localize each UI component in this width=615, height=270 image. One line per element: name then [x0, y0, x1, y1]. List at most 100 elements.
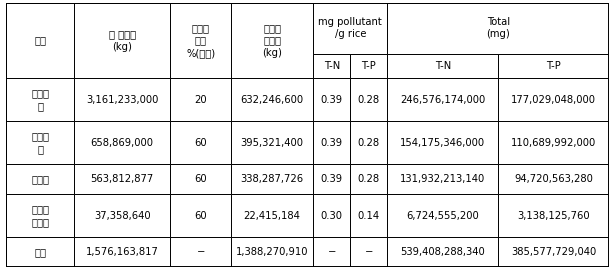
Bar [498, 194, 609, 237]
Text: 131,932,213,140: 131,932,213,140 [400, 174, 485, 184]
Text: 20: 20 [194, 95, 207, 105]
Bar [351, 237, 387, 267]
Text: 3,161,233,000: 3,161,233,000 [86, 95, 159, 105]
Bar [313, 3, 387, 53]
Bar [387, 237, 498, 267]
Bar [231, 237, 313, 267]
Text: 60: 60 [194, 211, 207, 221]
Text: Total
(mg): Total (mg) [486, 17, 510, 39]
Bar [6, 194, 74, 237]
Text: 1,388,270,910: 1,388,270,910 [236, 247, 308, 257]
Text: 0.39: 0.39 [320, 138, 343, 148]
Bar [6, 121, 74, 164]
Text: 음식점: 음식점 [31, 174, 49, 184]
Bar [170, 78, 231, 121]
Bar [231, 121, 313, 164]
Text: −: − [365, 247, 373, 257]
Bar [498, 53, 609, 78]
Bar [170, 3, 231, 78]
Text: 3,138,125,760: 3,138,125,760 [517, 211, 590, 221]
Text: 0.28: 0.28 [358, 138, 380, 148]
Text: 0.28: 0.28 [358, 95, 380, 105]
Text: 110,689,992,000: 110,689,992,000 [511, 138, 596, 148]
Text: 무세미
이용
%(예측): 무세미 이용 %(예측) [186, 23, 215, 58]
Text: 338,287,726: 338,287,726 [240, 174, 304, 184]
Bar [313, 237, 351, 267]
Text: 632,246,600: 632,246,600 [240, 95, 304, 105]
Bar [74, 3, 170, 78]
Bar [313, 53, 351, 78]
Bar [498, 121, 609, 164]
Text: 합계: 합계 [34, 247, 46, 257]
Bar [313, 164, 351, 194]
Bar [74, 121, 170, 164]
Text: 0.28: 0.28 [358, 174, 380, 184]
Text: mg pollutant
/g rice: mg pollutant /g rice [319, 17, 382, 39]
Text: 구분: 구분 [34, 35, 46, 46]
Bar [231, 194, 313, 237]
Text: 37,358,640: 37,358,640 [94, 211, 151, 221]
Text: 무세미
소비량
(kg): 무세미 소비량 (kg) [262, 23, 282, 58]
Text: 60: 60 [194, 174, 207, 184]
Bar [351, 121, 387, 164]
Bar [387, 3, 609, 53]
Bar [387, 78, 498, 121]
Bar [6, 78, 74, 121]
Bar [351, 78, 387, 121]
Text: 쌀 소비량
(kg): 쌀 소비량 (kg) [109, 29, 136, 52]
Text: 제조업
체: 제조업 체 [31, 131, 49, 154]
Bar [498, 237, 609, 267]
Text: 246,576,174,000: 246,576,174,000 [400, 95, 485, 105]
Text: 0.14: 0.14 [358, 211, 380, 221]
Bar [170, 237, 231, 267]
Text: 563,812,877: 563,812,877 [90, 174, 154, 184]
Bar [351, 194, 387, 237]
Bar [231, 78, 313, 121]
Bar [498, 78, 609, 121]
Text: 658,869,000: 658,869,000 [90, 138, 154, 148]
Text: 단체급
식업체: 단체급 식업체 [31, 205, 49, 227]
Text: 395,321,400: 395,321,400 [240, 138, 304, 148]
Text: 177,029,048,000: 177,029,048,000 [511, 95, 596, 105]
Bar [351, 53, 387, 78]
Text: 0.30: 0.30 [321, 211, 343, 221]
Bar [231, 3, 313, 78]
Bar [313, 194, 351, 237]
Text: T-P: T-P [362, 61, 376, 71]
Text: 6,724,555,200: 6,724,555,200 [407, 211, 479, 221]
Bar [6, 3, 74, 78]
Bar [6, 237, 74, 267]
Bar [387, 53, 498, 78]
Text: 60: 60 [194, 138, 207, 148]
Bar [313, 78, 351, 121]
Text: T-N: T-N [323, 61, 340, 71]
Bar [170, 121, 231, 164]
Text: 0.39: 0.39 [320, 174, 343, 184]
Text: 0.39: 0.39 [320, 95, 343, 105]
Bar [387, 194, 498, 237]
Text: 1,576,163,817: 1,576,163,817 [85, 247, 159, 257]
Text: 일반가
정: 일반가 정 [31, 89, 49, 111]
Text: 94,720,563,280: 94,720,563,280 [514, 174, 593, 184]
Text: −: − [328, 247, 336, 257]
Bar [170, 164, 231, 194]
Text: T-N: T-N [435, 61, 451, 71]
Text: 154,175,346,000: 154,175,346,000 [400, 138, 485, 148]
Bar [313, 121, 351, 164]
Text: −: − [197, 247, 205, 257]
Bar [6, 164, 74, 194]
Bar [74, 164, 170, 194]
Bar [387, 164, 498, 194]
Bar [74, 237, 170, 267]
Bar [387, 121, 498, 164]
Bar [351, 164, 387, 194]
Bar [498, 164, 609, 194]
Text: 385,577,729,040: 385,577,729,040 [511, 247, 596, 257]
Bar [74, 78, 170, 121]
Bar [74, 194, 170, 237]
Text: T-P: T-P [546, 61, 561, 71]
Text: 539,408,288,340: 539,408,288,340 [400, 247, 485, 257]
Text: 22,415,184: 22,415,184 [244, 211, 301, 221]
Bar [170, 194, 231, 237]
Bar [231, 164, 313, 194]
